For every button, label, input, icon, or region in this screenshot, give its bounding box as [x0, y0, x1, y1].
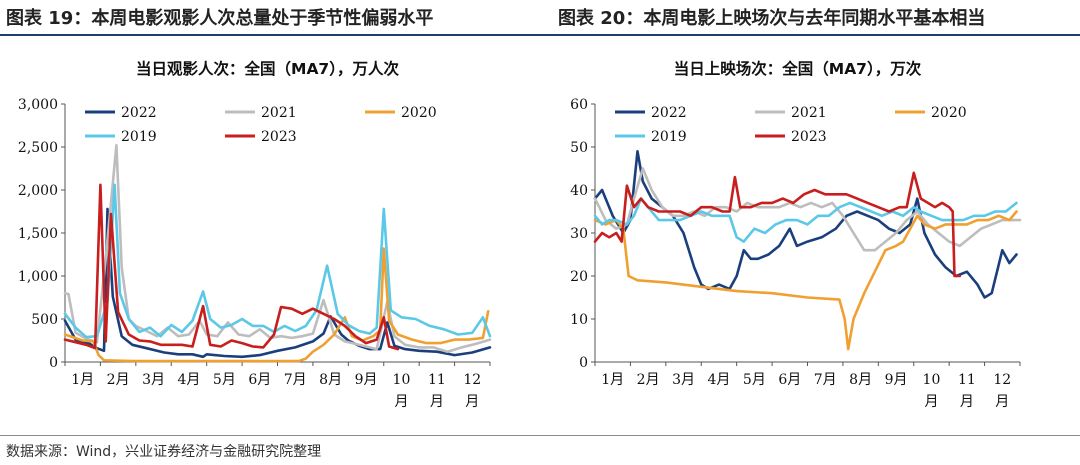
- x-tick-label: 3月: [672, 372, 695, 388]
- x-tick-label: 7月: [814, 372, 837, 388]
- series-line-2023: [593, 171, 962, 278]
- x-tick-label: 8月: [319, 372, 342, 388]
- series-line-2022: [63, 207, 492, 359]
- x-tick-label: 10 月: [923, 372, 941, 410]
- x-tick-label: 9月: [355, 372, 378, 388]
- series-line-2019: [593, 197, 1018, 243]
- x-tick-label: 5月: [213, 372, 236, 388]
- audience-chart: 当日观影人次：全国（MA7），万人次 0 500 1,000 1,500 2,000 2,5…: [18, 59, 492, 410]
- y-tick-label: 30: [570, 226, 588, 242]
- x-tick-label: 3月: [142, 372, 165, 388]
- series-line-2021: [63, 144, 492, 353]
- y-tick-label: 1,500: [18, 226, 58, 242]
- legend-label-2023: 2023: [261, 129, 297, 145]
- header-rule: [0, 34, 1080, 36]
- x-tick-label: 4月: [177, 372, 200, 388]
- y-tick-label: 50: [570, 140, 588, 156]
- legend-label-2023: 2023: [791, 129, 827, 145]
- legend-label-2020: 2020: [931, 105, 967, 121]
- figure-19-title: 图表 19：本周电影观影人次总量处于季节性偏弱水平: [6, 8, 434, 29]
- x-tick-label: 10 月: [393, 372, 411, 410]
- x-tick-label: 12 月: [993, 372, 1011, 410]
- x-tick-label: 4月: [707, 372, 730, 388]
- series-line-2019: [63, 183, 492, 339]
- legend-label-2022: 2022: [651, 105, 687, 121]
- x-tick-label: 6月: [248, 372, 271, 388]
- x-tick-label: 2月: [107, 372, 130, 388]
- y-tick-label: 60: [570, 97, 588, 113]
- legend-label-2021: 2021: [261, 105, 297, 121]
- legend-label-2020: 2020: [401, 105, 437, 121]
- x-tick-label: 2月: [637, 372, 660, 388]
- x-tick-label: 6月: [778, 372, 801, 388]
- series-line-2021: [593, 167, 1022, 252]
- y-tick-label: 2,000: [18, 183, 58, 199]
- x-tick-label: 1月: [601, 372, 624, 388]
- series-line-2020: [593, 210, 1018, 351]
- chart-title: 当日上映场次：全国（MA7），万次: [674, 59, 922, 78]
- x-tick-label: 12 月: [463, 372, 481, 410]
- x-tick-label: 11 月: [428, 372, 446, 410]
- x-tick-label: 5月: [743, 372, 766, 388]
- series-line-2022: [593, 150, 1018, 299]
- y-tick-label: 40: [570, 183, 588, 199]
- legend-label-2021: 2021: [791, 105, 827, 121]
- data-source-note: 数据来源：Wind，兴业证券经济与金融研究院整理: [6, 444, 322, 460]
- y-tick-label: 20: [570, 269, 588, 285]
- y-tick-label: 0: [49, 355, 58, 371]
- chart-title: 当日观影人次：全国（MA7），万人次: [136, 59, 399, 78]
- legend-label-2019: 2019: [651, 129, 687, 145]
- legend-label-2019: 2019: [121, 129, 157, 145]
- y-tick-label: 3,000: [18, 97, 58, 113]
- y-tick-label: 1,000: [18, 269, 58, 285]
- legend-label-2022: 2022: [121, 105, 157, 121]
- series-line-2023: [63, 183, 400, 351]
- figure-20-title: 图表 20：本周电影上映场次与去年同期水平基本相当: [558, 8, 986, 29]
- y-tick-label: 0: [579, 355, 588, 371]
- y-tick-label: 500: [31, 312, 58, 328]
- y-tick-label: 2,500: [18, 140, 58, 156]
- x-tick-label: 1月: [71, 372, 94, 388]
- x-tick-label: 7月: [284, 372, 307, 388]
- series-line-2020: [63, 247, 490, 363]
- x-tick-label: 8月: [849, 372, 872, 388]
- y-tick-label: 10: [570, 312, 588, 328]
- screenings-chart: 当日上映场次：全国（MA7），万次 0 10 20 30 40 50 60 1月 2月 3月 4月 5月…: [570, 59, 1022, 410]
- footer-rule: [0, 435, 1080, 436]
- x-tick-label: 11 月: [958, 372, 976, 410]
- x-tick-label: 9月: [885, 372, 908, 388]
